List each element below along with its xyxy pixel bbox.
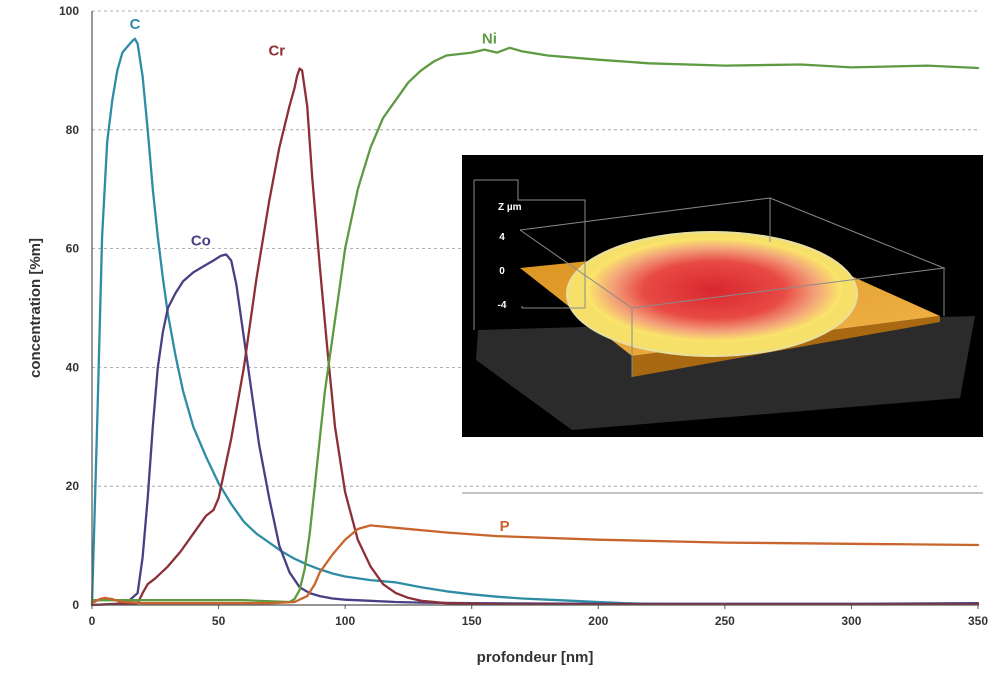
series-line-p bbox=[90, 524, 980, 605]
series-label-c: C bbox=[130, 16, 141, 33]
x-tick-label-0: 0 bbox=[89, 614, 96, 628]
y-tick-label-20: 20 bbox=[66, 479, 80, 493]
series-curves bbox=[90, 37, 980, 607]
inset-z-tick: 0 bbox=[499, 266, 505, 277]
inset-z-tick: 4 bbox=[499, 232, 505, 243]
inset-z-tick: -4 bbox=[498, 300, 507, 311]
series-line-ni bbox=[90, 46, 980, 604]
x-tick-label-150: 150 bbox=[462, 614, 482, 628]
inset-z-box bbox=[474, 179, 586, 309]
x-tick-label-50: 50 bbox=[212, 614, 226, 628]
axes bbox=[91, 11, 979, 609]
inset-3d-surface-image: Z µm 4 0 -4 bbox=[462, 155, 983, 494]
inset-z-axis-label: Z µm bbox=[498, 202, 522, 213]
series-label-ni: Ni bbox=[482, 31, 497, 48]
series-label-co: Co bbox=[191, 233, 211, 250]
series-labels: C Co Cr Ni P bbox=[130, 16, 510, 535]
x-tick-label-250: 250 bbox=[715, 614, 735, 628]
y-tick-label-80: 80 bbox=[66, 123, 80, 137]
y-tick-label-100: 100 bbox=[59, 4, 79, 18]
x-tick-label-350: 350 bbox=[968, 614, 988, 628]
series-line-c bbox=[90, 37, 980, 607]
x-tick-label-200: 200 bbox=[588, 614, 608, 628]
series-line-cr bbox=[90, 67, 980, 607]
inset-shadow bbox=[476, 316, 975, 430]
y-tick-label-40: 40 bbox=[66, 360, 80, 374]
x-axis-title: profondeur [nm] bbox=[477, 649, 594, 666]
y-tick-label-0: 0 bbox=[72, 598, 79, 612]
series-label-cr: Cr bbox=[268, 43, 285, 60]
y-axis-title: concentration [%m] bbox=[27, 238, 44, 378]
x-tick-label-100: 100 bbox=[335, 614, 355, 628]
series-label-p: P bbox=[500, 518, 510, 535]
y-tick-label-60: 60 bbox=[66, 242, 80, 256]
inset-cavity bbox=[586, 238, 842, 342]
x-tick-label-300: 300 bbox=[841, 614, 861, 628]
series-line-co bbox=[90, 253, 980, 607]
